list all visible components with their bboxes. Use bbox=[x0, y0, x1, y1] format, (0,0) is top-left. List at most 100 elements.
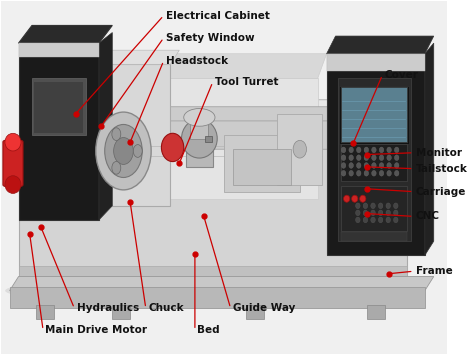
Text: Cover: Cover bbox=[384, 70, 419, 80]
Polygon shape bbox=[9, 277, 434, 291]
Ellipse shape bbox=[379, 170, 384, 176]
Bar bbox=[341, 144, 407, 181]
Ellipse shape bbox=[364, 170, 369, 176]
Polygon shape bbox=[99, 33, 112, 220]
Bar bbox=[341, 232, 407, 241]
Ellipse shape bbox=[394, 170, 399, 176]
Ellipse shape bbox=[349, 170, 354, 176]
Polygon shape bbox=[224, 135, 300, 192]
Ellipse shape bbox=[341, 147, 346, 153]
Ellipse shape bbox=[162, 133, 184, 162]
Ellipse shape bbox=[387, 155, 392, 160]
Bar bbox=[233, 149, 291, 185]
Ellipse shape bbox=[387, 170, 392, 176]
Polygon shape bbox=[135, 78, 318, 199]
Ellipse shape bbox=[352, 195, 358, 202]
Ellipse shape bbox=[394, 155, 399, 160]
Bar bbox=[112, 305, 130, 319]
Text: Main Drive Motor: Main Drive Motor bbox=[46, 325, 147, 335]
Polygon shape bbox=[90, 107, 349, 135]
Bar bbox=[34, 82, 83, 133]
Ellipse shape bbox=[114, 137, 133, 164]
Polygon shape bbox=[327, 54, 425, 255]
Ellipse shape bbox=[386, 210, 391, 216]
Ellipse shape bbox=[372, 155, 376, 160]
Ellipse shape bbox=[371, 217, 375, 223]
Ellipse shape bbox=[372, 163, 376, 168]
Bar bbox=[339, 86, 409, 143]
Polygon shape bbox=[18, 142, 407, 277]
Bar bbox=[9, 287, 425, 308]
Text: Monitor: Monitor bbox=[416, 148, 462, 158]
Ellipse shape bbox=[349, 163, 354, 168]
Text: Tool Turret: Tool Turret bbox=[215, 77, 279, 87]
Ellipse shape bbox=[386, 217, 391, 223]
Ellipse shape bbox=[387, 147, 392, 153]
Ellipse shape bbox=[349, 155, 354, 160]
Bar bbox=[367, 305, 384, 319]
Ellipse shape bbox=[387, 163, 392, 168]
Ellipse shape bbox=[184, 109, 215, 126]
Ellipse shape bbox=[105, 125, 142, 178]
Bar bbox=[191, 118, 208, 138]
Bar bbox=[338, 78, 411, 241]
Ellipse shape bbox=[344, 195, 350, 202]
Ellipse shape bbox=[182, 119, 217, 158]
Ellipse shape bbox=[341, 170, 346, 176]
Ellipse shape bbox=[5, 176, 21, 193]
Bar bbox=[341, 87, 407, 142]
Text: Carriage: Carriage bbox=[416, 187, 466, 197]
Ellipse shape bbox=[356, 170, 361, 176]
Ellipse shape bbox=[112, 128, 121, 141]
Text: CNC: CNC bbox=[416, 211, 440, 222]
Ellipse shape bbox=[379, 147, 384, 153]
Ellipse shape bbox=[356, 163, 361, 168]
Ellipse shape bbox=[5, 277, 407, 305]
Text: Safety Window: Safety Window bbox=[166, 33, 255, 43]
Ellipse shape bbox=[371, 210, 375, 216]
Bar bbox=[246, 305, 264, 319]
Text: Electrical Cabinet: Electrical Cabinet bbox=[166, 11, 270, 21]
Polygon shape bbox=[99, 50, 179, 64]
Text: Chuck: Chuck bbox=[148, 303, 183, 313]
Ellipse shape bbox=[133, 144, 142, 157]
Ellipse shape bbox=[364, 147, 369, 153]
Ellipse shape bbox=[372, 170, 376, 176]
Polygon shape bbox=[99, 64, 170, 206]
Polygon shape bbox=[18, 43, 99, 220]
Ellipse shape bbox=[360, 195, 366, 202]
Ellipse shape bbox=[5, 133, 21, 151]
Bar bbox=[341, 186, 407, 230]
FancyBboxPatch shape bbox=[3, 140, 23, 186]
Ellipse shape bbox=[378, 210, 383, 216]
Ellipse shape bbox=[341, 155, 346, 160]
Polygon shape bbox=[425, 43, 434, 255]
Ellipse shape bbox=[378, 203, 383, 209]
Ellipse shape bbox=[356, 203, 360, 209]
Ellipse shape bbox=[372, 147, 376, 153]
Ellipse shape bbox=[356, 147, 361, 153]
Bar bbox=[18, 266, 407, 284]
Ellipse shape bbox=[393, 210, 398, 216]
Polygon shape bbox=[18, 100, 407, 142]
Ellipse shape bbox=[293, 140, 307, 158]
Ellipse shape bbox=[96, 112, 151, 190]
Bar bbox=[18, 43, 99, 57]
Ellipse shape bbox=[341, 163, 346, 168]
Ellipse shape bbox=[379, 163, 384, 168]
Polygon shape bbox=[277, 114, 322, 185]
Ellipse shape bbox=[386, 203, 391, 209]
Ellipse shape bbox=[364, 163, 369, 168]
Text: Frame: Frame bbox=[416, 266, 453, 276]
Bar bbox=[205, 136, 212, 142]
Ellipse shape bbox=[379, 155, 384, 160]
Ellipse shape bbox=[356, 210, 360, 216]
Polygon shape bbox=[90, 121, 349, 149]
Ellipse shape bbox=[394, 163, 399, 168]
Ellipse shape bbox=[363, 210, 368, 216]
Text: Guide Way: Guide Way bbox=[233, 303, 295, 313]
Ellipse shape bbox=[378, 217, 383, 223]
Bar bbox=[36, 305, 54, 319]
Ellipse shape bbox=[363, 217, 368, 223]
Text: Headstock: Headstock bbox=[166, 56, 228, 66]
